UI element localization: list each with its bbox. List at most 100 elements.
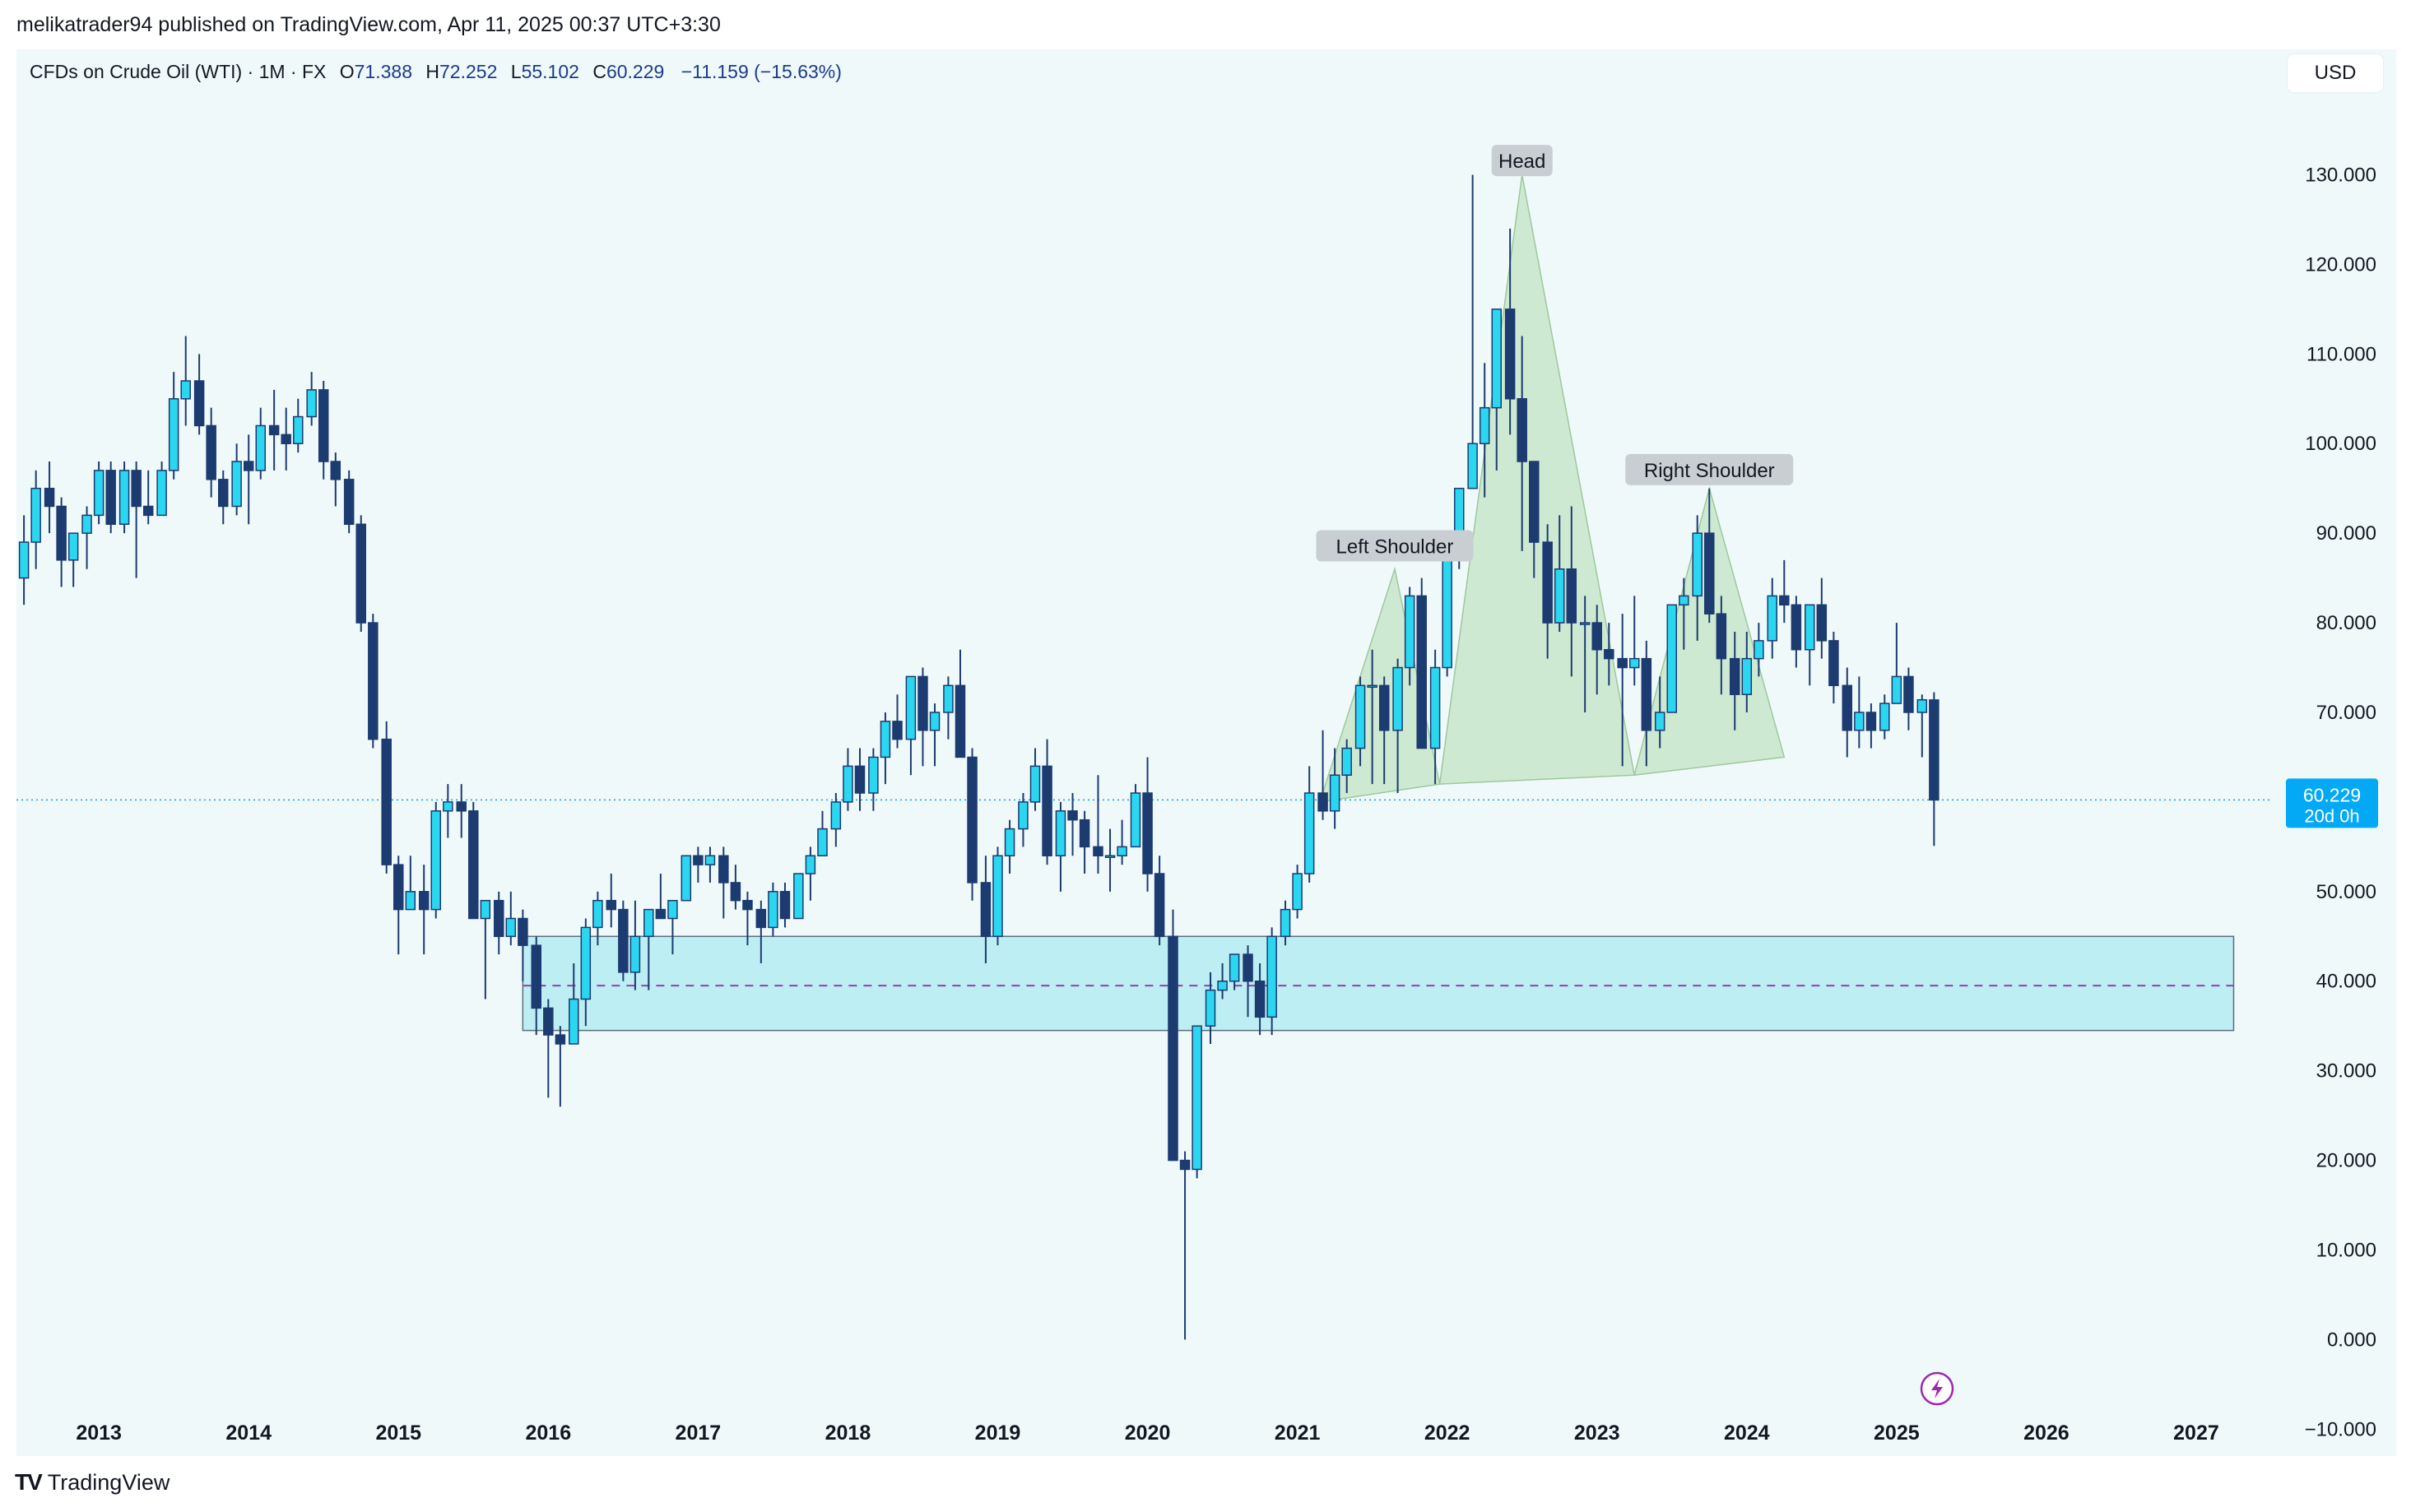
candle	[381, 721, 392, 874]
candle-body	[1130, 792, 1141, 848]
candle-body	[330, 461, 341, 480]
candle	[405, 856, 416, 911]
pattern-label-text: Left Shoulder	[1336, 536, 1454, 558]
candle-body	[468, 810, 479, 920]
candle-body	[1292, 873, 1303, 911]
candle	[1018, 793, 1029, 847]
candle-body	[1805, 604, 1815, 651]
candle-body	[1192, 1025, 1202, 1171]
candle	[1442, 550, 1452, 677]
pattern-label-box	[1316, 530, 1474, 562]
candle-body	[1329, 774, 1340, 812]
candle-body	[193, 380, 205, 427]
candle	[255, 407, 267, 480]
candle	[131, 461, 142, 578]
candle-body	[1168, 935, 1178, 1162]
candle-body	[493, 899, 504, 938]
candle	[1716, 596, 1727, 695]
candle	[56, 497, 67, 587]
candle	[1791, 596, 1802, 668]
candle-body	[1367, 684, 1377, 689]
candle	[1378, 676, 1390, 785]
y-tick-label: 50.000	[2316, 881, 2376, 903]
candle-body	[1416, 595, 1427, 749]
candle-body	[44, 487, 55, 508]
candle	[1093, 775, 1103, 874]
tradingview-footer[interactable]: TV TradingView	[15, 1466, 170, 1499]
lightning-icon[interactable]	[1920, 1371, 1954, 1406]
candle-body	[1879, 703, 1890, 731]
candle-body	[667, 899, 678, 920]
candle	[193, 354, 205, 435]
y-tick-label: 20.000	[2316, 1150, 2376, 1172]
candle-body	[1566, 568, 1577, 624]
candle	[156, 461, 167, 517]
x-tick-label: 2017	[676, 1422, 722, 1445]
x-tick-label: 2027	[2173, 1422, 2219, 1445]
candle	[768, 882, 778, 937]
candle-body	[18, 541, 30, 579]
head-and-shoulders-layer	[1318, 174, 1786, 803]
candle-body	[1554, 568, 1565, 624]
candle	[1341, 739, 1352, 794]
candle-body	[1529, 461, 1540, 543]
candle	[1842, 667, 1853, 758]
candle	[1679, 577, 1689, 650]
candle	[793, 873, 804, 920]
candle	[1117, 819, 1127, 865]
candle-body	[805, 855, 816, 874]
candle-body	[118, 470, 130, 526]
candle	[1767, 577, 1777, 659]
candle-body	[1816, 604, 1828, 642]
candle	[1367, 649, 1377, 785]
candle-body	[1641, 657, 1652, 731]
candle-body	[105, 470, 116, 526]
candle	[592, 891, 603, 946]
candle-body	[779, 891, 791, 920]
candle	[1916, 694, 1928, 758]
candle-body	[543, 1007, 554, 1036]
candle	[443, 784, 453, 838]
candle-body	[1754, 640, 1764, 660]
candle-body	[1767, 595, 1777, 642]
candle	[905, 675, 917, 776]
y-tick-label: 40.000	[2316, 971, 2376, 993]
candle	[281, 407, 291, 471]
chart-pane[interactable]: Left Shoulder Head Right Shoulder 130.000 1…	[16, 49, 2396, 1456]
candle-body	[1317, 792, 1328, 812]
candle-body	[1654, 712, 1665, 731]
candle-body	[1354, 684, 1366, 749]
candle-body	[1303, 792, 1315, 874]
candle	[1104, 828, 1116, 892]
candle	[1004, 819, 1015, 874]
candle	[1517, 336, 1527, 551]
candle	[1142, 757, 1153, 892]
publisher-line: melikatrader94 published on TradingView.…	[16, 13, 721, 36]
candle-body	[1079, 819, 1090, 848]
price-tag-value: 60.229	[2303, 784, 2361, 805]
candle-body	[1093, 846, 1103, 857]
candle	[980, 856, 992, 963]
candle-body	[681, 855, 692, 902]
candle-body	[281, 434, 291, 444]
candle	[917, 667, 928, 767]
candle	[393, 856, 404, 955]
candle	[67, 532, 79, 587]
candle	[1641, 640, 1652, 767]
candle	[1591, 605, 1602, 695]
candle	[843, 748, 853, 811]
candle-body	[1579, 622, 1591, 625]
candle	[805, 846, 816, 901]
candle-body	[1217, 980, 1228, 991]
candle-body	[892, 721, 903, 740]
x-tick-label: 2023	[1574, 1422, 1620, 1445]
candle	[1266, 927, 1277, 1036]
currency-button[interactable]: USD	[2288, 54, 2383, 92]
candle	[555, 1026, 566, 1107]
candle	[1055, 801, 1066, 892]
candle-body	[142, 505, 154, 517]
candle-body	[1104, 855, 1116, 859]
candle	[629, 900, 641, 990]
candle-body	[843, 765, 853, 803]
